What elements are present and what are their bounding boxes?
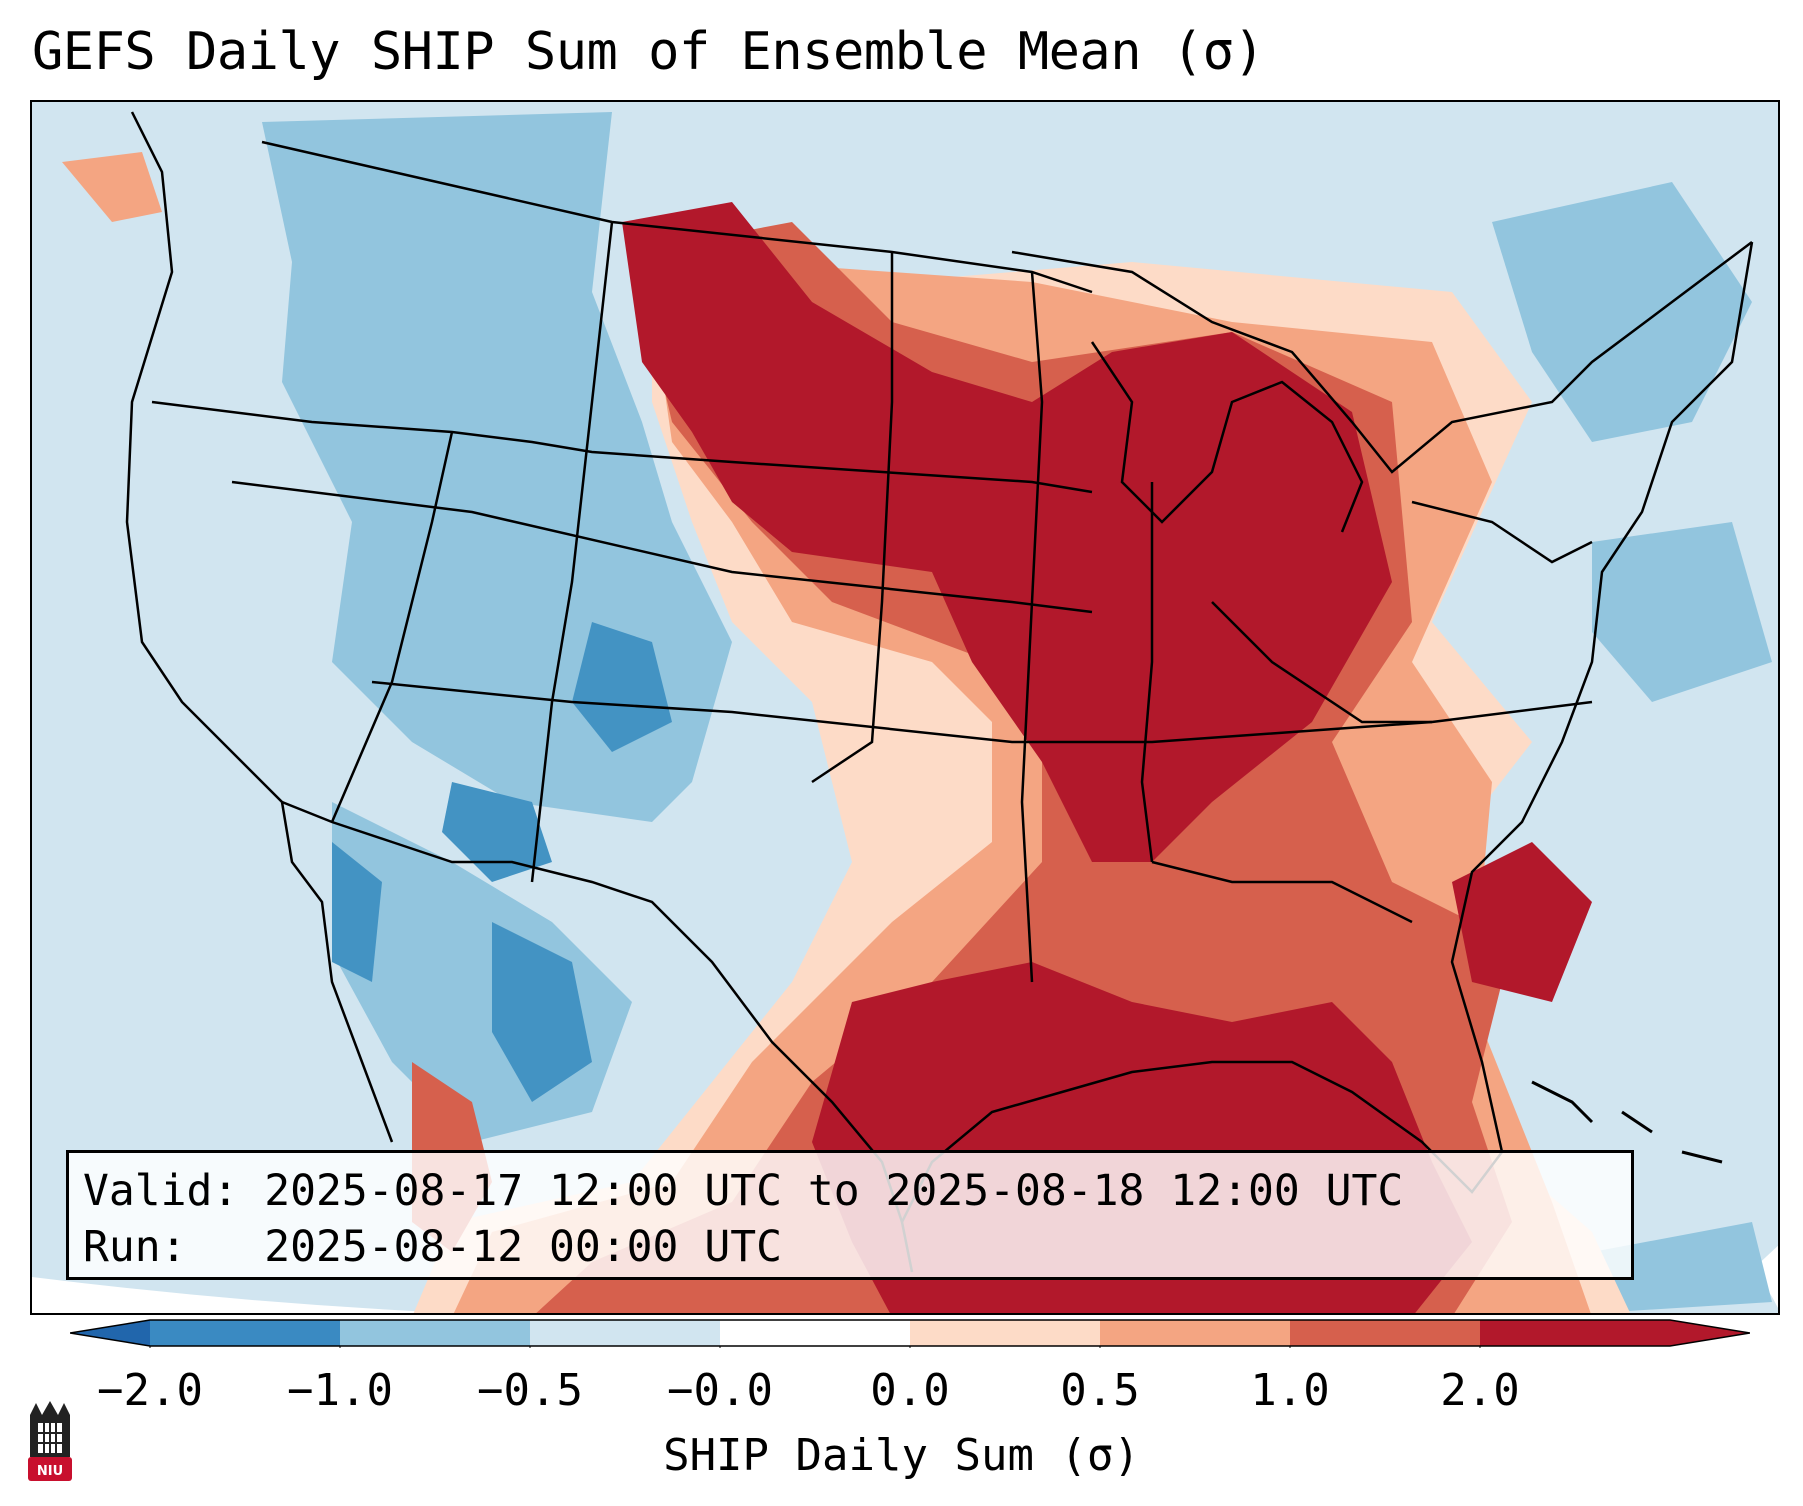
- kentucky-line: [1211, 601, 1432, 724]
- colorado-darkblue: [572, 622, 672, 752]
- bahamas-islands: [1531, 1080, 1594, 1124]
- niu-logo-text: NIU: [36, 1464, 64, 1479]
- colorbar-segment: [1100, 1320, 1291, 1346]
- mississippi-line: [1020, 271, 1044, 983]
- atlantic-blue: [1592, 522, 1772, 702]
- colorbar: [70, 1319, 1750, 1348]
- colorbar-tick-label: −0.0: [667, 1365, 773, 1416]
- colorbar-tick-label: 0.5: [1060, 1365, 1140, 1416]
- chart-title: GEFS Daily SHIP Sum of Ensemble Mean (σ): [32, 22, 1265, 82]
- colorbar-segments: [150, 1320, 1671, 1346]
- great-lakes-outline: [1090, 341, 1364, 533]
- midwest-dark-red: [622, 202, 1392, 862]
- colorbar-segment: [1290, 1320, 1481, 1346]
- nevada-utah-line: [330, 431, 454, 823]
- colorbar-segment: [340, 1320, 531, 1346]
- central-state-line: [231, 480, 1093, 614]
- negative-anomaly-layer: [262, 112, 1772, 1312]
- colorbar-extend-high: [1670, 1320, 1750, 1346]
- colorado-west-line: [530, 221, 614, 883]
- niu-logo-icon: [28, 1401, 72, 1481]
- valid-time-text: Valid: 2025-08-17 12:00 UTC to 2025-08-1…: [83, 1166, 1404, 1216]
- pacific-nw-salmon: [62, 152, 162, 222]
- plains-line: [811, 252, 894, 784]
- mexico-border: [281, 800, 904, 1223]
- colorbar-tick-label: 0.0: [870, 1365, 950, 1416]
- projection-edge-left: [32, 1277, 454, 1313]
- baja-darkblue: [332, 842, 382, 982]
- colorbar-extend-low: [70, 1320, 150, 1346]
- colorbar-segment: [720, 1320, 911, 1346]
- northeast-blue: [1492, 182, 1752, 442]
- map-svg: [32, 102, 1778, 1313]
- colorbar-tick-label: −1.0: [287, 1365, 393, 1416]
- northern-state-line: [151, 400, 1093, 494]
- indiana-ohio-line: [1140, 482, 1154, 863]
- colorbar-segment: [910, 1320, 1101, 1346]
- colorbar-segment: [530, 1320, 721, 1346]
- island-chain: [1621, 1110, 1653, 1134]
- colorbar-tick-label: 2.0: [1440, 1365, 1520, 1416]
- northeast-state-line: [1411, 500, 1593, 564]
- colorbar-tick-label: −0.5: [477, 1365, 583, 1416]
- colorbar-label: SHIP Daily Sum (σ): [663, 1430, 1140, 1481]
- southeast-line: [1151, 860, 1413, 924]
- great-lakes-canada-border: [1011, 241, 1753, 474]
- run-time-text: Run: 2025-08-12 00:00 UTC: [83, 1222, 782, 1272]
- mexico-darkblue: [492, 922, 592, 1102]
- colorbar-tick-label: 1.0: [1250, 1365, 1330, 1416]
- caribbean-islands: [1531, 1080, 1723, 1164]
- valid-run-info-box: Valid: 2025-08-17 12:00 UTC to 2025-08-1…: [66, 1150, 1634, 1280]
- niu-logo: NIU: [22, 1395, 78, 1485]
- colorbar-segment: [150, 1320, 341, 1346]
- island-chain-east: [1681, 1150, 1723, 1164]
- caribbean-blue: [1592, 1222, 1772, 1312]
- map-panel[interactable]: [30, 100, 1780, 1315]
- arizona-darkblue: [442, 782, 552, 882]
- colorbar-tick-label: −2.0: [97, 1365, 203, 1416]
- colorbar-segment: [1480, 1320, 1671, 1346]
- pacific-coastline: [125, 111, 394, 1143]
- southeast-coast-dark-red: [1452, 842, 1592, 1002]
